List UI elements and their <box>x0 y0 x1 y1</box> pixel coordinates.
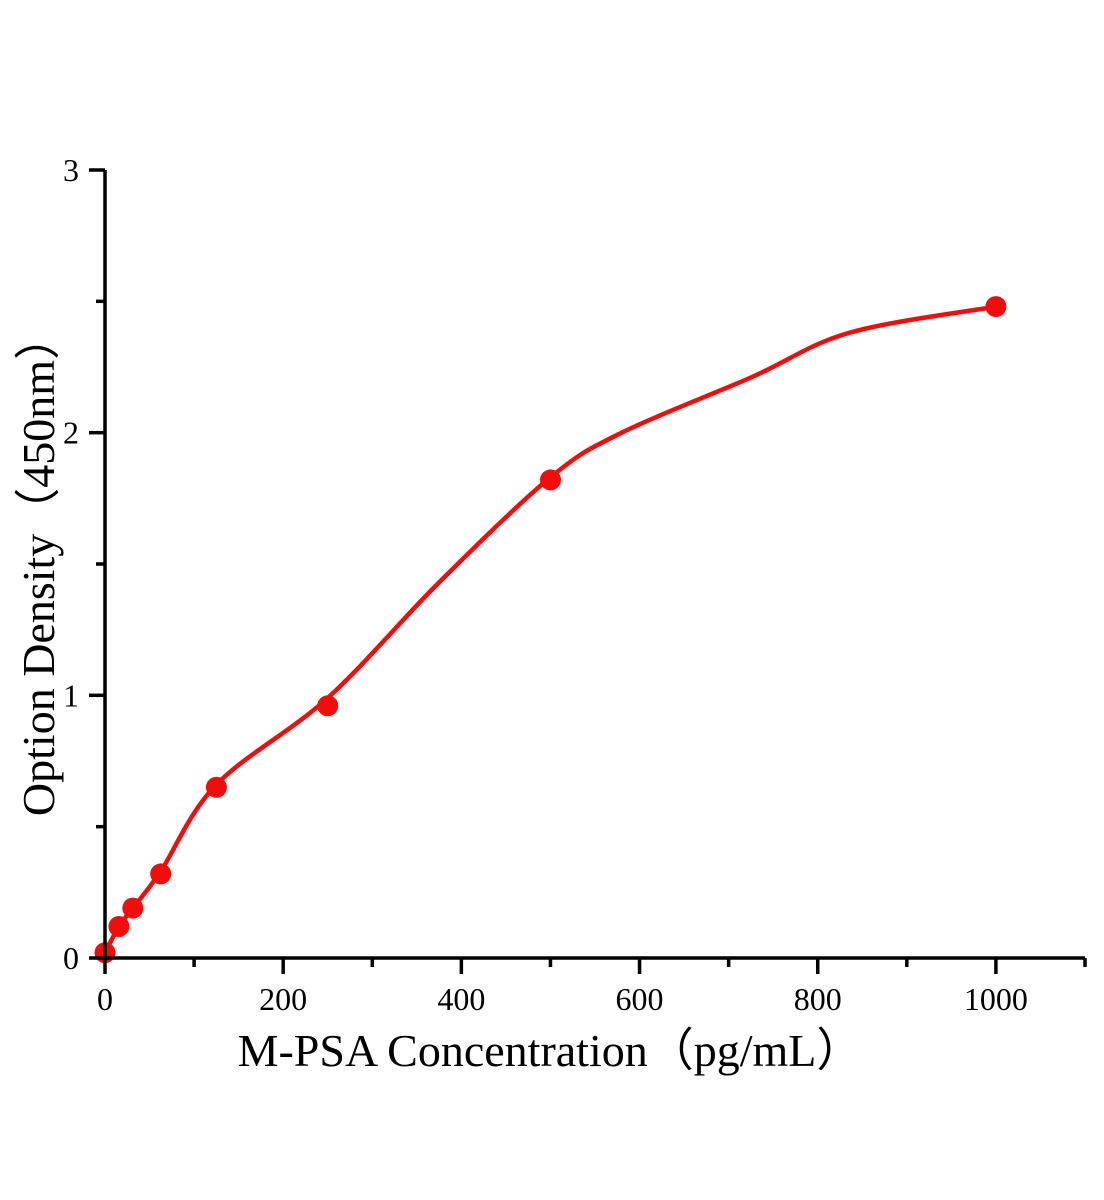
y-tick-label: 2 <box>63 415 79 451</box>
x-axis-title: M-PSA Concentration（pg/mL） <box>238 1025 863 1076</box>
data-point <box>108 916 130 937</box>
data-point <box>317 695 339 717</box>
data-point <box>540 469 561 491</box>
plot-area: 0 200 400 600 800 1000 0 1 2 3 <box>63 152 1087 1017</box>
x-tick-label: 200 <box>259 981 307 1017</box>
x-tick-label: 400 <box>437 981 485 1017</box>
y-axis-title: Option Density（450nm） <box>13 314 64 816</box>
y-tick-label: 0 <box>63 940 79 976</box>
data-point <box>122 897 144 919</box>
x-tick-label: 600 <box>616 981 664 1017</box>
x-tick-label: 0 <box>97 981 113 1017</box>
data-point <box>205 776 227 798</box>
x-tick-label: 1000 <box>964 981 1028 1017</box>
fit-curve <box>102 304 999 955</box>
data-point <box>150 863 172 885</box>
y-tick-label: 3 <box>63 152 79 188</box>
data-point <box>985 296 1007 318</box>
x-tick-label: 800 <box>794 981 842 1017</box>
y-tick-label: 1 <box>63 677 79 713</box>
